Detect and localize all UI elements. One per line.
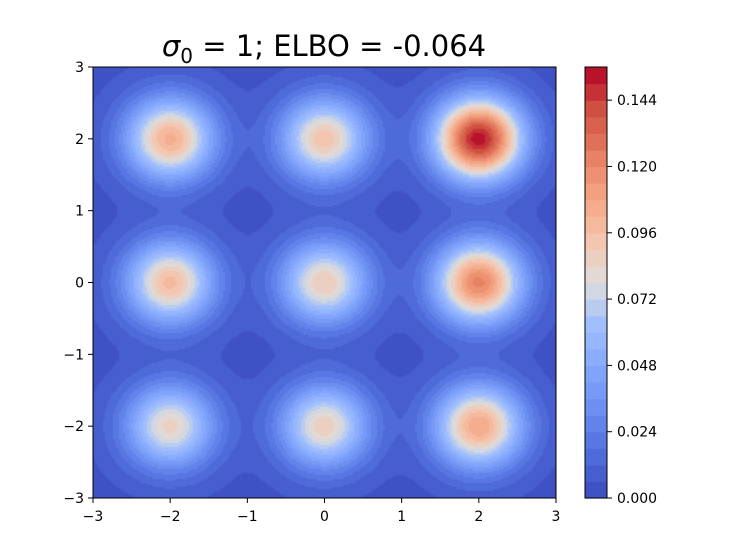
colorbar-tick-label: 0.048 <box>617 358 657 374</box>
y-tick-label: −3 <box>63 491 84 507</box>
x-tick-label: −2 <box>160 509 181 525</box>
x-axis: −3 −2 −1 0 1 2 3 <box>83 498 561 525</box>
x-tick-label: −1 <box>237 509 258 525</box>
y-axis: −3 −2 −1 0 1 2 3 <box>63 60 93 507</box>
colorbar-tick-label: 0.144 <box>617 93 657 109</box>
colorbar-level <box>585 448 607 466</box>
colorbar-tick-label: 0.096 <box>617 226 657 242</box>
colorbar-tick-label: 0.024 <box>617 425 657 441</box>
title-symbol: σ <box>162 29 182 63</box>
colorbar-level <box>585 381 607 400</box>
colorbar-level <box>585 464 607 483</box>
y-tick-label: −2 <box>63 419 84 435</box>
density-contour-field <box>93 67 556 498</box>
colorbar-level <box>585 282 607 300</box>
y-tick-label: 2 <box>75 132 84 148</box>
colorbar-level <box>585 265 607 284</box>
colorbar-level <box>585 249 607 267</box>
colorbar-level <box>585 299 607 317</box>
colorbar-level <box>585 149 607 168</box>
title-subscript: 0 <box>180 44 193 68</box>
colorbar-level <box>585 67 607 85</box>
colorbar-level <box>585 183 607 201</box>
colorbar-level <box>585 431 607 449</box>
colorbar-level <box>585 199 607 217</box>
y-tick-label: 3 <box>75 60 84 76</box>
colorbar-level <box>585 216 607 234</box>
colorbar-level <box>585 398 607 416</box>
chart-title: σ0 = 1; ELBO = -0.064 <box>162 29 486 68</box>
colorbar-level <box>585 415 607 433</box>
colorbar-axis: 0.000 0.024 0.048 0.072 0.096 0.120 0.144 <box>607 93 657 507</box>
x-tick-label: 1 <box>397 509 406 525</box>
colorbar-level <box>585 365 607 383</box>
colorbar-frame <box>584 66 608 499</box>
x-tick-label: 0 <box>320 509 329 525</box>
colorbar-level <box>585 133 607 151</box>
y-tick-label: −1 <box>63 347 84 363</box>
x-tick-label: 2 <box>474 509 483 525</box>
x-tick-label: −3 <box>83 509 104 525</box>
colorbar-tick-label: 0.072 <box>617 292 657 308</box>
colorbar-level <box>585 315 607 333</box>
colorbar-level <box>585 83 607 101</box>
colorbar-level <box>585 166 607 184</box>
plot-area <box>92 66 557 499</box>
colorbar-tick-label: 0.000 <box>617 491 657 507</box>
colorbar-level <box>585 100 607 118</box>
colorbar-level <box>585 232 607 250</box>
y-tick-label: 1 <box>75 204 84 220</box>
colorbar <box>584 66 608 499</box>
title-rest: = 1; ELBO = -0.064 <box>193 29 486 63</box>
colorbar-level <box>585 348 607 366</box>
colorbar-tick-label: 0.120 <box>617 159 657 175</box>
colorbar-level <box>585 481 607 499</box>
x-tick-label: 3 <box>552 509 561 525</box>
y-tick-label: 0 <box>75 276 84 292</box>
colorbar-level <box>585 116 607 134</box>
colorbar-level <box>585 332 607 350</box>
